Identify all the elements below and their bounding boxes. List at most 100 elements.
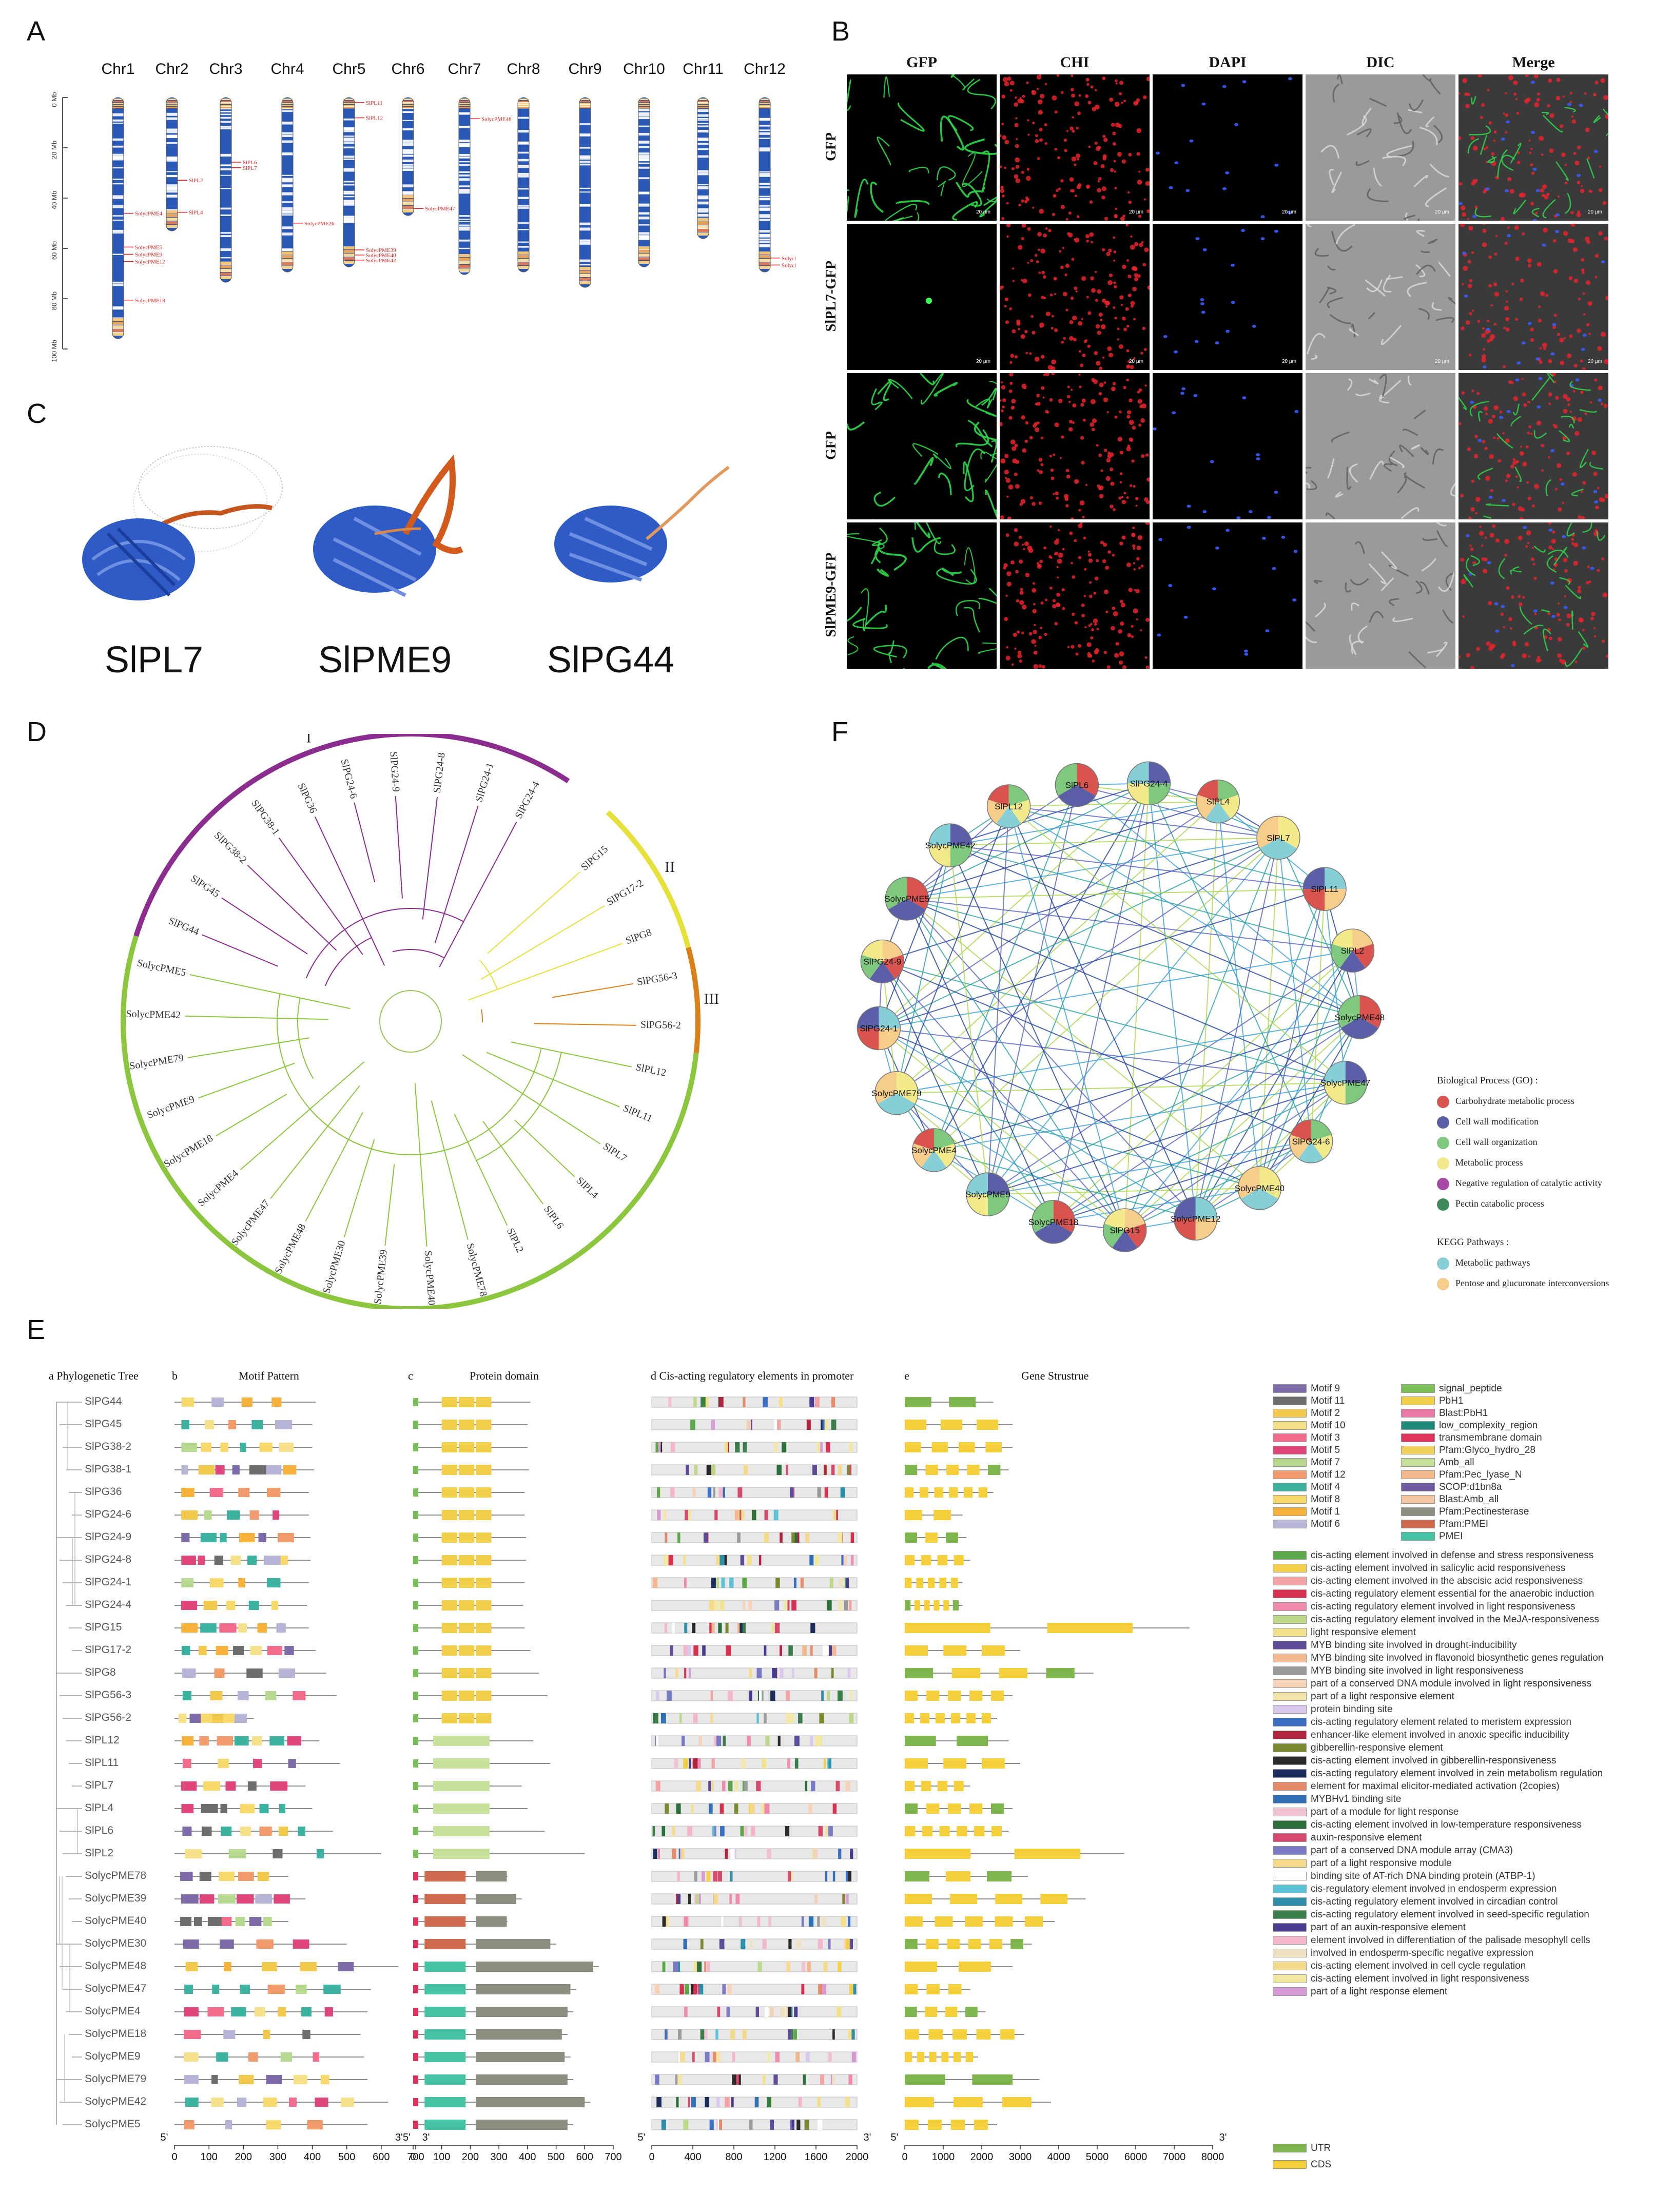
gene-exon xyxy=(905,2074,945,2085)
chloroplast-dot xyxy=(1488,419,1493,424)
node-pie-slice xyxy=(869,961,896,983)
dic-texture xyxy=(1329,169,1335,185)
motif-legend-item: Motif 5 xyxy=(1273,1445,1340,1456)
cis-promoter-track xyxy=(651,1848,858,1859)
legend-label: cis-acting element involved in gibberell… xyxy=(1311,1755,1557,1766)
motif-block xyxy=(280,2052,293,2062)
chloroplast-dot xyxy=(1069,531,1073,535)
scale-bar-label: 20 µm xyxy=(1588,359,1602,364)
chloroplast-dot xyxy=(1085,77,1090,82)
domain-pbh1 xyxy=(476,1645,492,1656)
network-edge xyxy=(934,1082,1346,1151)
chloroplast-dot xyxy=(1086,186,1090,189)
node-pie-slice xyxy=(1149,762,1171,784)
chloroplast-dot xyxy=(1139,404,1143,409)
kegg-color-dot xyxy=(1437,1257,1449,1270)
chloroplast-dot xyxy=(1054,622,1058,626)
motif-block xyxy=(287,1736,301,1745)
chloroplast-dot xyxy=(1145,181,1150,186)
gene-exon xyxy=(954,1555,964,1565)
dic-texture xyxy=(1327,458,1335,479)
motif-legend-item: Motif 12 xyxy=(1273,1469,1346,1481)
scale-bar-label: 20 µm xyxy=(976,209,990,215)
chloroplast-dot xyxy=(1566,451,1570,455)
motif-legend-item: Motif 3 xyxy=(1273,1432,1340,1444)
chloroplast-dot xyxy=(1520,279,1524,283)
domain-signal-peptide xyxy=(413,1398,418,1406)
merge-gfp-signal xyxy=(1559,430,1570,442)
cis-element xyxy=(710,1713,713,1723)
node-pie-slice xyxy=(1331,944,1353,968)
gene-legend-item: UTR xyxy=(1273,2143,1331,2154)
chloroplast-dot xyxy=(1060,265,1064,269)
cis-element xyxy=(652,1578,658,1588)
dic-texture xyxy=(1420,447,1429,455)
chloroplast-dot xyxy=(1582,646,1585,650)
chromosome-band xyxy=(282,107,293,109)
legend-swatch xyxy=(1401,1409,1435,1418)
chloroplast-dot xyxy=(1081,460,1085,465)
chloroplast-dot xyxy=(1000,399,1002,402)
gene-exon xyxy=(905,1871,929,1881)
chromosome-band xyxy=(638,117,650,120)
motif-block xyxy=(181,1601,198,1610)
nucleus-dot xyxy=(1535,357,1540,361)
domain-pmei xyxy=(424,2074,466,2085)
cis-element xyxy=(790,1713,794,1723)
network-edge xyxy=(878,837,1279,1029)
cis-element xyxy=(676,2097,679,2107)
domain-pmei xyxy=(424,1962,466,1972)
domain-signal-peptide xyxy=(413,1579,418,1587)
gene-exon xyxy=(965,2007,978,2017)
motif-block xyxy=(240,1804,255,1813)
header-phylo-tree: a Phylogenetic Tree xyxy=(49,1369,139,1382)
chloroplast-dot xyxy=(1068,232,1073,238)
chloroplast-dot xyxy=(1496,437,1500,440)
chromosome-band xyxy=(402,120,414,121)
legend-label: element for maximal elicitor-mediated ac… xyxy=(1311,1781,1560,1792)
legend-label: part of a conserved DNA module involved … xyxy=(1311,1678,1592,1689)
chloroplast-dot xyxy=(1598,385,1603,391)
chloroplast-dot xyxy=(1485,161,1488,164)
protein-label-slpl7: SlPL7 xyxy=(104,639,204,681)
chloroplast-dot xyxy=(1106,665,1111,669)
cis-element xyxy=(805,1532,809,1543)
chromosome-tip-band xyxy=(112,101,124,102)
chloroplast-dot xyxy=(1471,479,1474,483)
chloroplast-dot xyxy=(1146,76,1150,82)
microscopy-image-drawing: 20 µm xyxy=(1306,224,1455,370)
gfp-membrane-signal xyxy=(947,115,974,131)
chloroplast-dot xyxy=(1004,81,1009,87)
chromosome-band xyxy=(638,224,650,226)
cis-element xyxy=(798,2097,802,2107)
cis-element xyxy=(832,2074,835,2085)
cis-element xyxy=(712,1826,714,1836)
chloroplast-dot xyxy=(1462,615,1465,618)
chloroplast-dot xyxy=(1134,242,1139,247)
nucleus-dot xyxy=(1244,652,1249,656)
cis-element xyxy=(848,1939,853,1949)
nucleus-dot xyxy=(1287,211,1292,215)
kegg-legend-item: Pentose and glucuronate interconversions xyxy=(1437,1278,1609,1290)
gene-exon xyxy=(928,1578,935,1588)
chromosome-tip-band xyxy=(759,255,770,258)
chloroplast-dot xyxy=(1475,512,1478,515)
chromosome-tip-band xyxy=(759,266,770,269)
dic-texture xyxy=(1415,580,1423,594)
gene-exon xyxy=(905,1713,914,1723)
chloroplast-dot xyxy=(1460,224,1465,227)
gene-marker-label: SlPL6 xyxy=(243,160,257,166)
chloroplast-dot xyxy=(1074,238,1076,241)
chloroplast-dot xyxy=(1491,414,1495,418)
node-outline xyxy=(1173,1196,1218,1241)
dic-texture xyxy=(1346,467,1352,490)
cis-promoter-track xyxy=(651,1622,858,1634)
chloroplast-dot xyxy=(1605,295,1608,301)
chromosome-tip-band xyxy=(343,103,355,104)
chromosome-tip-band xyxy=(518,107,529,108)
cis-element xyxy=(838,1691,843,1701)
chromosome-tip-band xyxy=(343,101,355,102)
chloroplast-dot xyxy=(1102,134,1106,138)
chromosome-outline xyxy=(281,97,294,273)
dic-texture xyxy=(1389,456,1405,468)
